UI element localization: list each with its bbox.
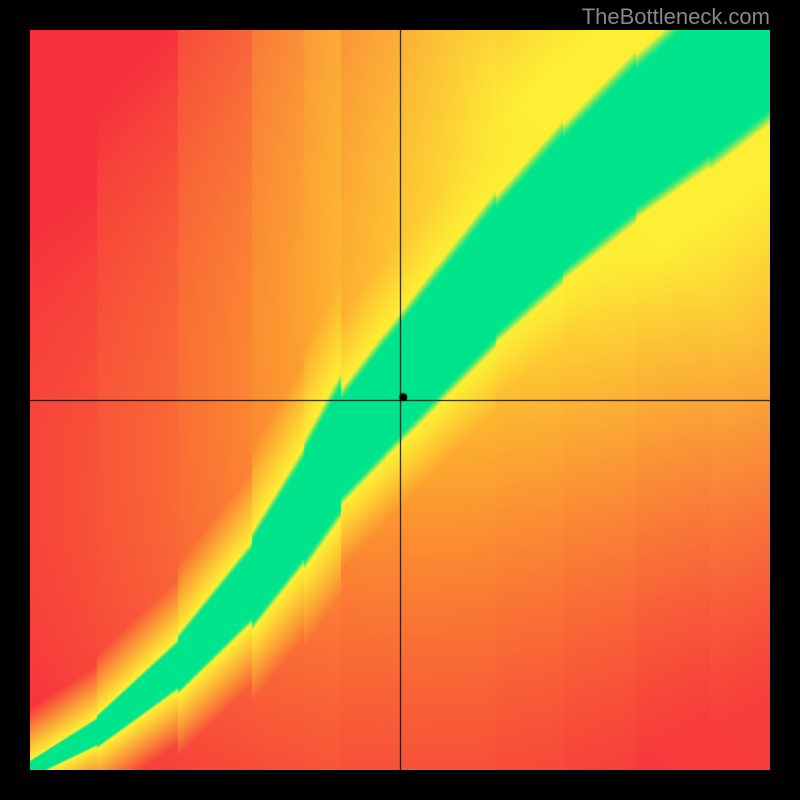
watermark-text: TheBottleneck.com — [582, 4, 770, 30]
bottleneck-heatmap — [30, 30, 770, 770]
